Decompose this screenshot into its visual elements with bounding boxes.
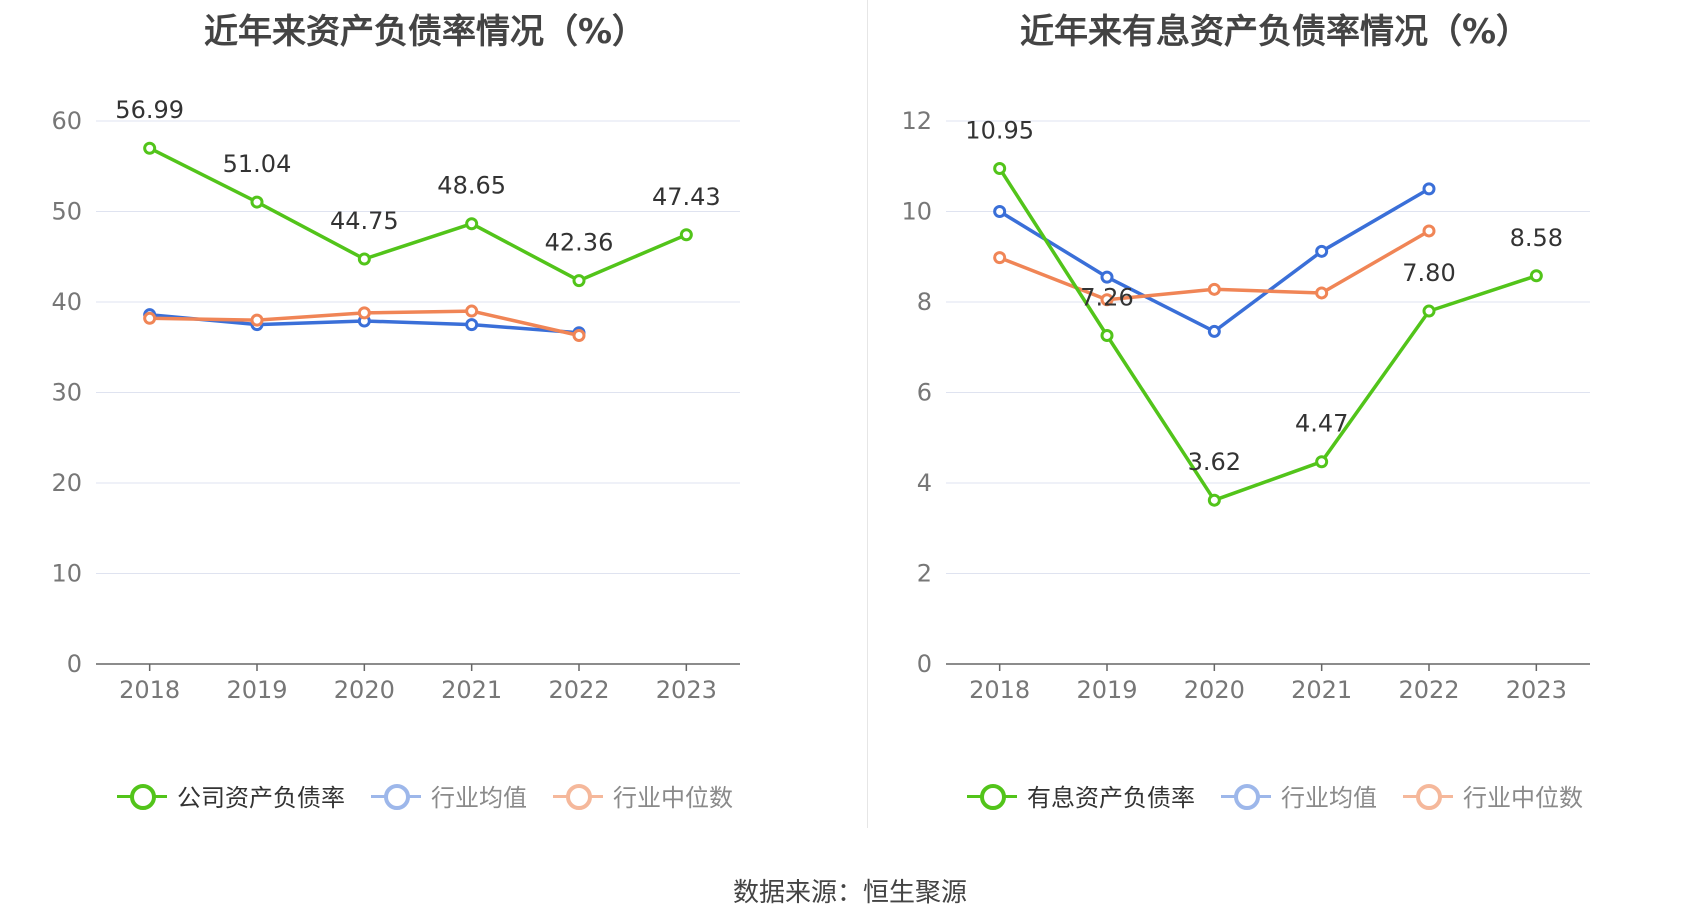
data-label: 48.65 bbox=[437, 172, 506, 200]
legend-marker-icon bbox=[967, 783, 1017, 810]
legend-item-industry-median[interactable]: 行业中位数 bbox=[553, 778, 733, 813]
x-tick-label: 2018 bbox=[119, 676, 180, 704]
y-tick-label: 20 bbox=[51, 469, 82, 497]
y-tick-label: 60 bbox=[51, 107, 82, 135]
series-line bbox=[998, 167, 1537, 502]
y-tick-label: 2 bbox=[917, 560, 932, 588]
data-point bbox=[1315, 286, 1329, 300]
chart-panel-interest-bearing: 近年来有息资产负债率情况（%） 0 2 4 6 8 10 12 2018 2019 2020 202… bbox=[850, 0, 1700, 830]
y-tick-label: 40 bbox=[51, 288, 82, 316]
data-point bbox=[993, 162, 1007, 176]
legend-marker-icon bbox=[553, 783, 603, 810]
data-point bbox=[1100, 293, 1114, 307]
y-tick-label: 0 bbox=[67, 650, 82, 678]
data-point bbox=[1100, 328, 1114, 342]
data-point bbox=[1100, 270, 1114, 284]
legend-item-industry-mean[interactable]: 行业均值 bbox=[1221, 778, 1377, 813]
legend-label: 行业均值 bbox=[431, 784, 527, 812]
legend-label: 行业中位数 bbox=[1463, 784, 1583, 812]
legend-marker-icon bbox=[1221, 783, 1271, 810]
data-label: 10.95 bbox=[965, 117, 1034, 145]
chart-title: 近年来有息资产负债率情况（%） bbox=[1019, 12, 1531, 52]
data-point bbox=[1207, 282, 1221, 296]
data-source-note: 数据来源：恒生聚源 bbox=[732, 878, 967, 908]
legend-item-company[interactable]: 有息资产负债率 bbox=[967, 778, 1195, 813]
legend-label: 有息资产负债率 bbox=[1027, 784, 1195, 812]
x-tick-label: 2023 bbox=[1506, 676, 1567, 704]
data-point bbox=[250, 195, 264, 209]
x-tick-label: 2022 bbox=[1398, 676, 1459, 704]
data-point bbox=[465, 304, 479, 318]
data-label: 3.62 bbox=[1188, 448, 1241, 476]
y-tick-label: 0 bbox=[917, 650, 932, 678]
x-tick-label: 2020 bbox=[334, 676, 395, 704]
legend-item-industry-mean[interactable]: 行业均值 bbox=[371, 778, 527, 813]
data-label: 4.47 bbox=[1295, 410, 1348, 438]
data-point bbox=[1422, 224, 1436, 238]
data-label: 56.99 bbox=[115, 96, 184, 124]
data-point bbox=[1207, 493, 1221, 507]
data-point bbox=[250, 313, 264, 327]
legend-marker-icon bbox=[117, 783, 167, 810]
y-tick-label: 10 bbox=[901, 198, 932, 226]
y-tick-label: 12 bbox=[901, 107, 932, 135]
chart-title: 近年来资产负债率情况（%） bbox=[203, 12, 647, 52]
data-point bbox=[465, 318, 479, 332]
data-point bbox=[1315, 455, 1329, 469]
y-tick-label: 8 bbox=[917, 288, 932, 316]
series-line bbox=[148, 146, 687, 283]
x-tick-label: 2023 bbox=[656, 676, 717, 704]
legend-marker-icon bbox=[371, 783, 421, 810]
data-point bbox=[1529, 269, 1543, 283]
y-tick-label: 6 bbox=[917, 379, 932, 407]
data-point bbox=[143, 141, 157, 155]
x-tick-label: 2018 bbox=[969, 676, 1030, 704]
data-point bbox=[572, 328, 586, 342]
data-point bbox=[679, 228, 693, 242]
data-point bbox=[1207, 324, 1221, 338]
data-point bbox=[465, 217, 479, 231]
data-label: 51.04 bbox=[223, 150, 292, 178]
data-label: 42.36 bbox=[545, 229, 614, 257]
line-chart-interest-bearing: 0 2 4 6 8 10 12 2018 2019 2020 2021 2022 2023 10.95 7.… bbox=[901, 107, 1590, 704]
legend: 公司资产负债率 行业均值 行业中位数 bbox=[0, 778, 850, 813]
legend-label: 公司资产负债率 bbox=[177, 784, 345, 812]
y-tick-label: 30 bbox=[51, 379, 82, 407]
legend-label: 行业均值 bbox=[1281, 784, 1377, 812]
data-point bbox=[572, 274, 586, 288]
legend: 有息资产负债率 行业均值 行业中位数 bbox=[850, 778, 1700, 813]
data-label: 47.43 bbox=[652, 183, 721, 211]
data-point bbox=[143, 311, 157, 325]
data-label: 7.26 bbox=[1080, 283, 1133, 311]
x-tick-label: 2020 bbox=[1184, 676, 1245, 704]
data-point bbox=[357, 252, 371, 266]
legend-item-industry-median[interactable]: 行业中位数 bbox=[1403, 778, 1583, 813]
line-chart-asset-liability: 0 10 20 30 40 50 60 2018 2019 2020 2021 2022 2023 56.… bbox=[51, 96, 740, 704]
data-point bbox=[1422, 304, 1436, 318]
data-point bbox=[993, 205, 1007, 218]
x-tick-label: 2022 bbox=[548, 676, 609, 704]
legend-label: 行业中位数 bbox=[613, 784, 733, 812]
data-label: 7.80 bbox=[1402, 259, 1455, 287]
x-tick-label: 2019 bbox=[226, 676, 287, 704]
data-point bbox=[1422, 182, 1436, 196]
data-label: 44.75 bbox=[330, 207, 399, 235]
data-point bbox=[1315, 244, 1329, 258]
y-tick-label: 50 bbox=[51, 198, 82, 226]
x-tick-label: 2019 bbox=[1076, 676, 1137, 704]
y-tick-label: 10 bbox=[51, 560, 82, 588]
y-tick-label: 4 bbox=[917, 469, 932, 497]
data-label: 8.58 bbox=[1510, 224, 1563, 252]
data-point bbox=[357, 306, 371, 320]
legend-item-company[interactable]: 公司资产负债率 bbox=[117, 778, 345, 813]
panel-divider bbox=[867, 0, 868, 828]
x-tick-label: 2021 bbox=[441, 676, 502, 704]
series-line bbox=[998, 187, 1430, 334]
x-tick-label: 2021 bbox=[1291, 676, 1352, 704]
legend-marker-icon bbox=[1403, 783, 1453, 810]
chart-panel-asset-liability: 近年来资产负债率情况（%） 0 10 20 30 40 50 60 2018 2019 2020 2… bbox=[0, 0, 850, 830]
data-point bbox=[993, 251, 1007, 265]
